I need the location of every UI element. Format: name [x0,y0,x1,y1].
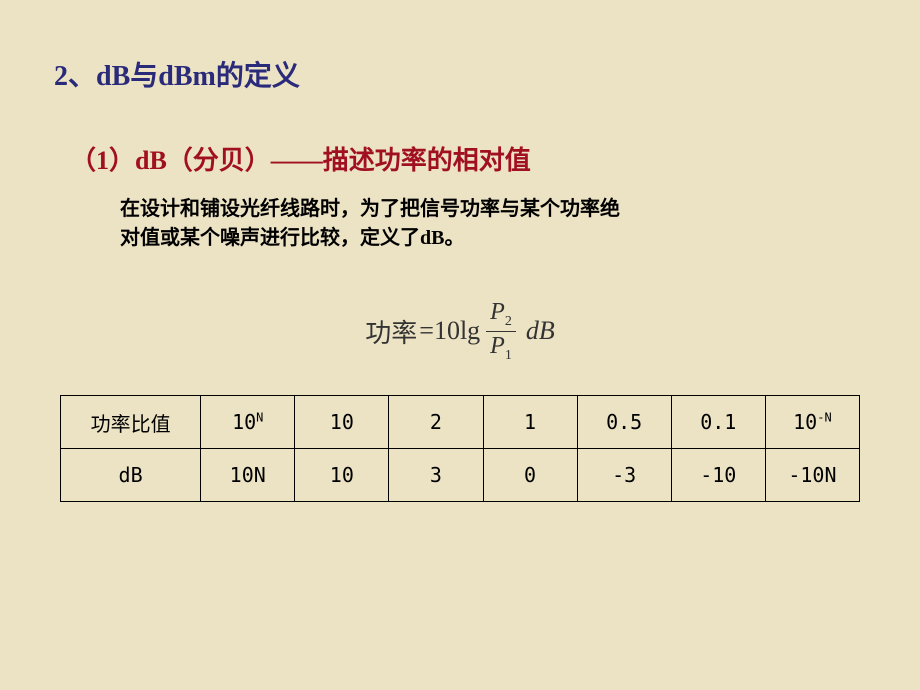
table-cell: 10 [295,396,389,449]
table-cell: 2 [389,396,483,449]
formula-lhs: 功率 [365,313,417,350]
formula-inner: 功率 = 10 lg P2 P1 dB [365,300,554,363]
table-cell: dB [61,449,201,502]
table-cell: 0.5 [577,396,671,449]
table-cell: 功率比值 [61,396,201,449]
table-cell: 10 [295,449,389,502]
description-line1: 在设计和铺设光纤线路时，为了把信号功率与某个功率绝 [120,198,620,220]
den-sub: 1 [505,348,512,363]
num-var: P [490,299,505,325]
table-row: dB10N1030-3-10-10N [61,449,860,502]
db-table: 功率比值10N10210.50.110-NdB10N1030-3-10-10N [60,395,860,502]
fraction-bar [486,331,516,332]
db-table-wrap: 功率比值10N10210.50.110-NdB10N1030-3-10-10N [60,395,860,502]
table-cell: 10N [201,396,295,449]
table-cell: 0.1 [671,396,765,449]
description-text: 在设计和铺设光纤线路时，为了把信号功率与某个功率绝 对值或某个噪声进行比较，定义… [120,195,840,253]
fraction-numerator: P2 [486,300,516,329]
db-table-body: 功率比值10N10210.50.110-NdB10N1030-3-10-10N [61,396,860,502]
num-sub: 2 [505,314,512,329]
fraction-denominator: P1 [486,334,516,363]
description-line2: 对值或某个噪声进行比较，定义了dB。 [120,227,464,249]
table-cell: -10 [671,449,765,502]
section-title: 2、dB与dBm的定义 [54,54,300,94]
slide-page: 2、dB与dBm的定义 （1）dB（分贝）——描述功率的相对值 在设计和铺设光纤… [0,0,920,690]
table-cell: 3 [389,449,483,502]
formula-block: 功率 = 10 lg P2 P1 dB [0,300,920,363]
table-row: 功率比值10N10210.50.110-N [61,396,860,449]
formula-equals: = [419,316,434,346]
formula-fraction: P2 P1 [486,300,516,363]
table-cell: 10-N [765,396,859,449]
table-cell: -10N [765,449,859,502]
formula-func: lg [460,316,480,346]
formula-coeff: 10 [434,316,460,346]
subsection-title: （1）dB（分贝）——描述功率的相对值 [70,140,531,177]
formula-unit: dB [526,316,555,346]
table-cell: -3 [577,449,671,502]
table-cell: 10N [201,449,295,502]
den-var: P [490,333,505,359]
table-cell: 0 [483,449,577,502]
table-cell: 1 [483,396,577,449]
